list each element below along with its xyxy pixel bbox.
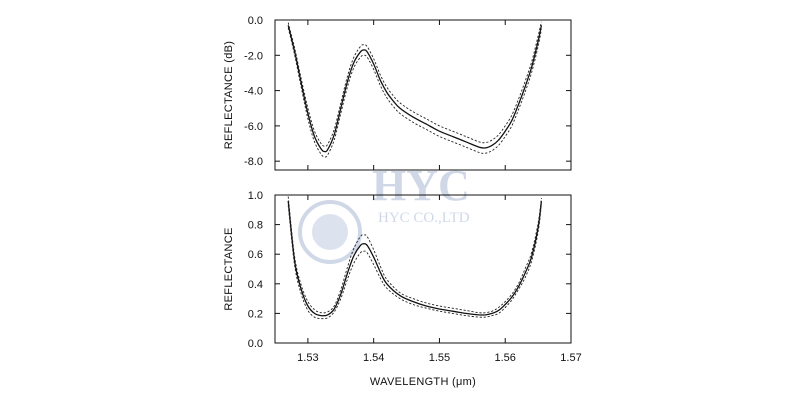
- y-tick-label: 1.0: [248, 190, 263, 202]
- series-group-top: [287, 21, 543, 158]
- chart-top-db: 0.0 -2.0 -4.0 -6.0 -8.0 REFLECTANCE (dB): [223, 15, 572, 171]
- watermark-company-text: HYC CO.,LTD: [378, 210, 470, 226]
- y-axis-label-top: REFLECTANCE (dB): [223, 41, 235, 150]
- x-tick-label: 1.55: [429, 352, 450, 364]
- top-series-line-mean: [287, 25, 543, 153]
- y-tick-label: 0.0: [248, 338, 263, 350]
- y-tick-label: 0.4: [248, 279, 263, 291]
- y-axis-label-bottom: REFLECTANCE: [223, 227, 235, 310]
- watermark-logo-core-icon: [312, 214, 348, 250]
- tick-group-bottom: 0.0 0.2 0.4 0.6 0.8 1.0 1.53 1.54 1.55 1.56 1.57: [248, 190, 582, 364]
- watermark-logo-icon: [298, 200, 362, 264]
- y-tick-label: 0.8: [248, 220, 263, 232]
- bottom-series-line-bound-2: [287, 203, 542, 320]
- y-tick-label: -6.0: [244, 121, 263, 133]
- bottom-series-line-bound-1: [287, 196, 542, 314]
- y-tick-label: -8.0: [244, 156, 263, 168]
- bottom-series-line-mean: [287, 200, 543, 317]
- y-tick-label: 0.6: [248, 249, 263, 261]
- y-tick-label: 0.2: [248, 308, 263, 320]
- x-tick-label: 1.54: [363, 352, 384, 364]
- x-tick-label: 1.53: [297, 352, 318, 364]
- top-series-line-bound-1: [287, 21, 542, 147]
- x-tick-label: 1.57: [560, 352, 581, 364]
- x-tick-label: 1.56: [495, 352, 516, 364]
- tick-group-top: 0.0 -2.0 -4.0 -6.0 -8.0: [244, 15, 572, 170]
- top-series-line-bound-2: [287, 27, 542, 158]
- chart-bottom-linear: 0.0 0.2 0.4 0.6 0.8 1.0 1.53 1.54 1.55 1.56 1.57 R…: [223, 190, 582, 388]
- series-group-bottom: [287, 196, 543, 320]
- x-axis-label: WAVELENGTH (μm): [370, 376, 476, 388]
- plot-frame-bottom: [274, 194, 572, 344]
- y-tick-label: 0.0: [248, 15, 263, 27]
- plot-frame-top: [274, 19, 572, 171]
- y-tick-label: -2.0: [244, 50, 263, 62]
- watermark-logo-text: HYC: [372, 161, 470, 210]
- y-tick-label: -4.0: [244, 86, 263, 98]
- watermark: HYC HYC CO.,LTD: [298, 161, 470, 264]
